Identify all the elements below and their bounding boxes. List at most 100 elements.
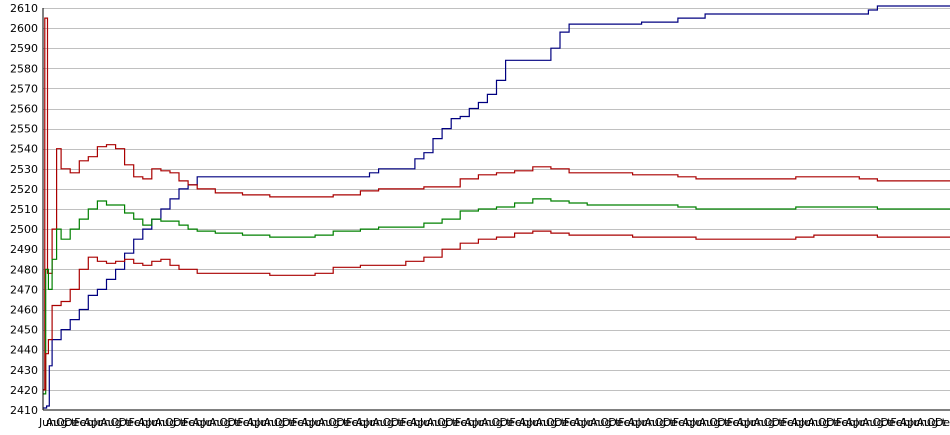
x-tick-label: Aug — [372, 416, 393, 429]
x-tick-label: Feb — [128, 416, 147, 429]
x-tick-label: Dec — [64, 416, 85, 429]
x-tick-label: Oct — [818, 416, 838, 429]
y-tick-label: 2610 — [10, 2, 38, 15]
x-tick-label: Aug — [100, 416, 121, 429]
x-tick-label: Apr — [247, 416, 267, 429]
x-tick-label: Feb — [346, 416, 365, 429]
x-tick-label: Oct — [165, 416, 185, 429]
series-line-4 — [43, 230, 950, 391]
x-tick-label: Aug — [644, 416, 665, 429]
y-tick-label: 2520 — [10, 183, 38, 196]
x-tick-label: Dec — [663, 416, 684, 429]
x-tick-label: Jun — [364, 416, 382, 429]
x-tick-label: Oct — [927, 416, 947, 429]
y-tick-label: 2410 — [10, 404, 38, 417]
x-axis-ticks: JunAugOctDecFebAprJunAugOctDecFebAprJunA… — [38, 416, 950, 429]
y-tick-label: 2530 — [10, 163, 38, 176]
x-tick-label: Oct — [546, 416, 566, 429]
x-tick-label: Dec — [282, 416, 303, 429]
y-tick-label: 2570 — [10, 82, 38, 95]
y-tick-label: 2430 — [10, 364, 38, 377]
x-tick-label: Feb — [74, 416, 93, 429]
x-tick-label: Apr — [301, 416, 321, 429]
x-tick-label: Aug — [590, 416, 611, 429]
x-tick-label: Feb — [455, 416, 474, 429]
x-tick-label: Jun — [419, 416, 437, 429]
x-tick-label: Oct — [709, 416, 729, 429]
x-tick-label: Feb — [782, 416, 801, 429]
x-tick-label: Dec — [391, 416, 412, 429]
y-tick-label: 2460 — [10, 304, 38, 317]
x-tick-label: Jun — [92, 416, 110, 429]
x-tick-label: Jun — [38, 416, 56, 429]
x-tick-label: Aug — [209, 416, 230, 429]
x-tick-label: Feb — [509, 416, 528, 429]
x-tick-label: Apr — [845, 416, 865, 429]
x-tick-label: Oct — [219, 416, 239, 429]
x-tick-label: Dec — [499, 416, 520, 429]
x-tick-label: Jun — [637, 416, 655, 429]
x-tick-label: Dec — [880, 416, 901, 429]
x-tick-label: Apr — [464, 416, 484, 429]
x-tick-label: Dec — [717, 416, 738, 429]
x-tick-label: Oct — [383, 416, 403, 429]
x-tick-label: Apr — [192, 416, 212, 429]
x-tick-label: Apr — [83, 416, 103, 429]
y-tick-label: 2590 — [10, 42, 38, 55]
x-tick-label: Aug — [536, 416, 557, 429]
series-line-2 — [43, 17, 950, 391]
x-tick-label: Dec — [554, 416, 575, 429]
x-tick-label: Apr — [791, 416, 811, 429]
y-tick-label: 2490 — [10, 243, 38, 256]
x-tick-label: Jun — [854, 416, 872, 429]
x-tick-label: Oct — [111, 416, 131, 429]
x-tick-label: Feb — [183, 416, 202, 429]
x-tick-label: Apr — [736, 416, 756, 429]
x-tick-label: Apr — [573, 416, 593, 429]
x-tick-label: Feb — [237, 416, 256, 429]
x-tick-label: Aug — [481, 416, 502, 429]
x-tick-label: Apr — [138, 416, 158, 429]
x-tick-label: Oct — [764, 416, 784, 429]
x-tick-label: Oct — [56, 416, 76, 429]
x-tick-label: Apr — [410, 416, 430, 429]
series-line-1 — [43, 5, 950, 409]
x-tick-label: Dec — [173, 416, 194, 429]
y-tick-label: 2600 — [10, 22, 38, 35]
x-tick-label: Dec — [119, 416, 140, 429]
x-tick-label: Feb — [292, 416, 311, 429]
x-tick-label: Apr — [519, 416, 539, 429]
y-tick-label: 2500 — [10, 223, 38, 236]
x-tick-label: Dec — [772, 416, 793, 429]
x-tick-label: Oct — [600, 416, 620, 429]
x-tick-label: Jun — [909, 416, 927, 429]
x-tick-label: Oct — [274, 416, 294, 429]
x-tick-label: Jun — [582, 416, 600, 429]
y-axis-ticks: 2410 2420 2430 2440 2450 2460 2470 2480 2490 2500… — [10, 2, 38, 417]
x-tick-label: Apr — [355, 416, 375, 429]
x-tick-label: Dec — [445, 416, 466, 429]
x-tick-label: Aug — [862, 416, 883, 429]
x-tick-label: Jun — [201, 416, 219, 429]
x-tick-label: Aug — [155, 416, 176, 429]
x-tick-label: Feb — [836, 416, 855, 429]
x-tick-label: Dec — [935, 416, 950, 429]
y-tick-label: 2510 — [10, 203, 38, 216]
x-tick-label: Aug — [427, 416, 448, 429]
x-tick-label: Feb — [727, 416, 746, 429]
x-tick-label: Dec — [227, 416, 248, 429]
x-tick-label: Dec — [826, 416, 847, 429]
y-tick-label: 2560 — [10, 103, 38, 116]
y-tick-label: 2550 — [10, 123, 38, 136]
x-tick-label: Oct — [437, 416, 457, 429]
x-tick-label: Jun — [745, 416, 763, 429]
x-tick-label: Dec — [336, 416, 357, 429]
x-tick-label: Aug — [699, 416, 720, 429]
x-tick-label: Jun — [473, 416, 491, 429]
y-tick-label: 2580 — [10, 62, 38, 75]
x-tick-label: Jun — [147, 416, 165, 429]
x-tick-label: Aug — [46, 416, 67, 429]
x-tick-label: Apr — [628, 416, 648, 429]
x-tick-label: Aug — [264, 416, 285, 429]
